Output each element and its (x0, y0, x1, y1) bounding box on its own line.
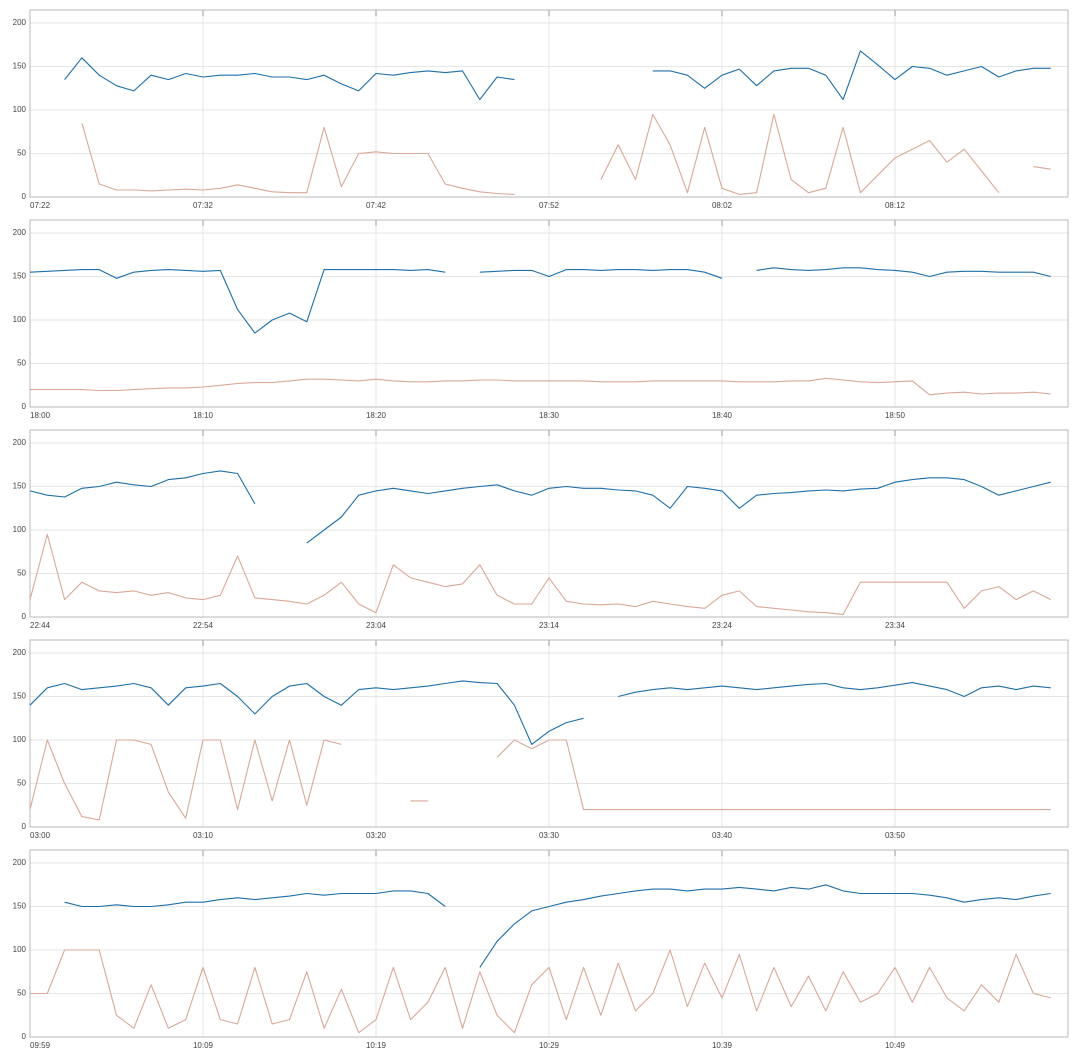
x-tick-label: 03:20 (366, 831, 387, 840)
x-tick-label: 23:04 (366, 621, 387, 630)
x-tick-label: 10:39 (712, 1041, 733, 1050)
y-tick-label: 200 (13, 438, 27, 447)
plot-frame (29, 429, 1069, 618)
x-tick-label: 03:30 (539, 831, 560, 840)
x-tick-label: 07:32 (193, 201, 214, 210)
y-tick-label: 150 (13, 692, 27, 701)
x-tick-label: 18:50 (885, 411, 906, 420)
y-tick-label: 50 (17, 359, 26, 368)
plot-frame (29, 219, 1069, 408)
y-tick-label: 150 (13, 272, 27, 281)
series-line (29, 470, 1051, 544)
y-tick-label: 200 (13, 228, 27, 237)
x-tick-label: 03:10 (193, 831, 214, 840)
x-tick-label: 07:22 (30, 201, 51, 210)
x-tick-label: 07:42 (366, 201, 387, 210)
y-tick-label: 200 (13, 858, 27, 867)
x-tick-label: 22:54 (193, 621, 214, 630)
plot-frame (29, 639, 1069, 828)
plot-frame (29, 849, 1069, 1038)
y-tick-label: 0 (22, 822, 27, 831)
y-tick-label: 50 (17, 569, 26, 578)
x-tick-label: 22:44 (30, 621, 51, 630)
x-tick-label: 23:14 (539, 621, 560, 630)
series-line (29, 680, 1051, 745)
x-tick-label: 03:50 (885, 831, 906, 840)
series-line (30, 949, 1051, 1034)
series-line (64, 50, 1051, 101)
x-tick-label: 09:59 (30, 1041, 51, 1050)
y-tick-label: 0 (22, 1032, 27, 1041)
y-tick-label: 50 (17, 779, 26, 788)
series-line (29, 739, 1051, 821)
x-tick-label: 18:10 (193, 411, 214, 420)
y-tick-label: 50 (17, 989, 26, 998)
x-tick-label: 08:02 (712, 201, 733, 210)
series-line (81, 113, 1051, 195)
y-tick-label: 200 (13, 18, 27, 27)
plot-frame (29, 9, 1069, 198)
y-tick-label: 150 (13, 62, 27, 71)
y-tick-label: 100 (13, 735, 27, 744)
series-line (29, 533, 1051, 615)
y-tick-label: 50 (17, 149, 26, 158)
series-line (64, 884, 1051, 968)
x-tick-label: 10:49 (885, 1041, 906, 1050)
y-tick-label: 200 (13, 648, 27, 657)
x-tick-label: 08:12 (885, 201, 906, 210)
series-line (30, 377, 1051, 396)
x-tick-label: 18:30 (539, 411, 560, 420)
x-tick-label: 03:00 (30, 831, 51, 840)
series-line (29, 267, 1051, 334)
y-tick-label: 100 (13, 525, 27, 534)
x-tick-label: 10:29 (539, 1041, 560, 1050)
x-tick-label: 18:00 (30, 411, 51, 420)
y-tick-label: 150 (13, 482, 27, 491)
y-tick-label: 100 (13, 105, 27, 114)
y-tick-label: 0 (22, 402, 27, 411)
y-tick-label: 0 (22, 612, 27, 621)
x-tick-label: 03:40 (712, 831, 733, 840)
x-tick-label: 18:40 (712, 411, 733, 420)
x-tick-label: 23:24 (712, 621, 733, 630)
x-tick-label: 18:20 (366, 411, 387, 420)
y-tick-label: 100 (13, 315, 27, 324)
x-tick-label: 10:09 (193, 1041, 214, 1050)
y-tick-label: 150 (13, 902, 27, 911)
y-tick-label: 100 (13, 945, 27, 954)
x-tick-label: 07:52 (539, 201, 560, 210)
x-tick-label: 23:34 (885, 621, 906, 630)
x-tick-label: 10:19 (366, 1041, 387, 1050)
y-tick-label: 0 (22, 192, 27, 201)
